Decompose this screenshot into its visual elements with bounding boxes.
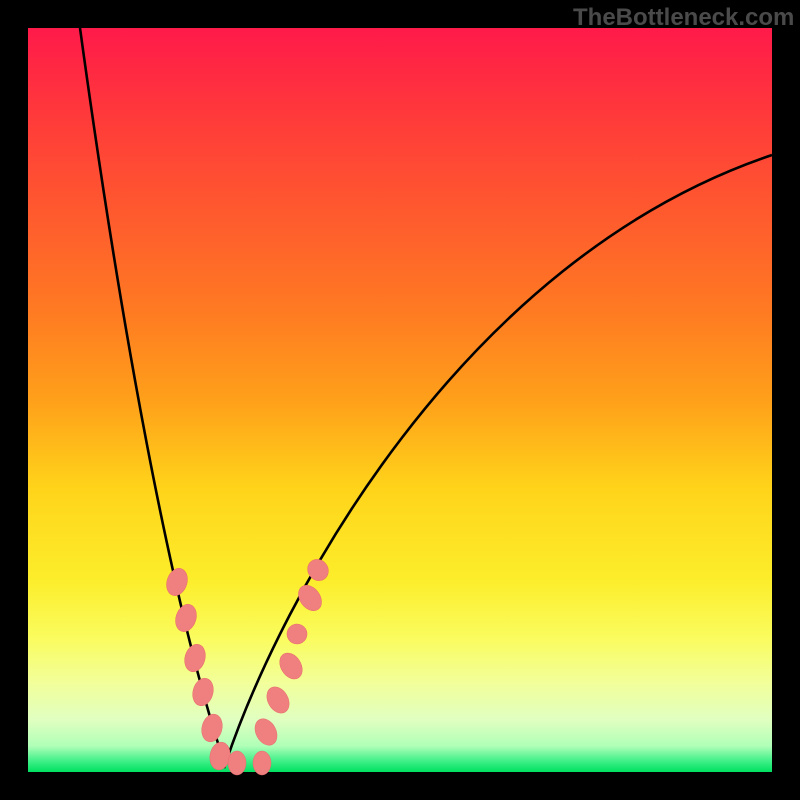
bottleneck-curve-chart — [0, 0, 800, 800]
watermark-text: TheBottleneck.com — [573, 4, 794, 32]
data-marker — [253, 751, 271, 775]
chart-container: TheBottleneck.com — [0, 0, 800, 800]
data-marker — [228, 751, 246, 775]
